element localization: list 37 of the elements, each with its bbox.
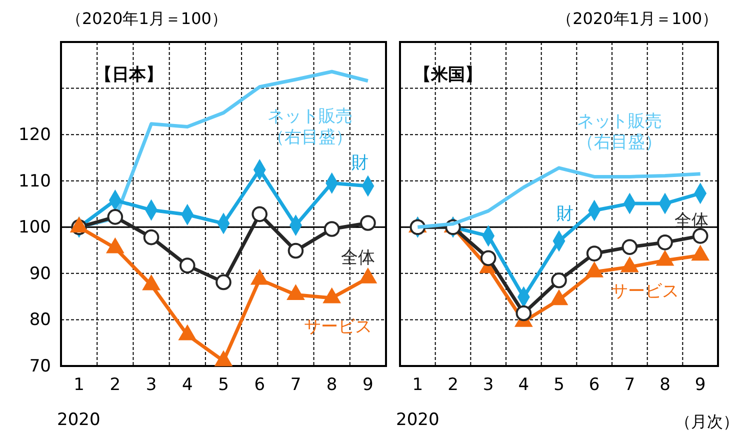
x-tick-label: 2 [448, 375, 458, 396]
x-tick-label: 3 [146, 375, 157, 396]
x-axis-title: 2020 [396, 410, 440, 430]
x-tick-label: 5 [218, 375, 229, 396]
y-tick-label: 110 [18, 171, 51, 192]
series-label: サービス [304, 317, 372, 338]
x-tick-label: 5 [554, 375, 564, 396]
y-tick-label: 70 [29, 356, 51, 376]
x-tick-label: 8 [326, 375, 338, 396]
x-axis-title: 2020 [57, 410, 100, 430]
x-tick-label: 9 [362, 375, 374, 396]
series-label: 財 [351, 152, 368, 173]
x-tick-label: 4 [182, 375, 193, 396]
x-tick-label: 4 [518, 375, 530, 396]
series-label: サービス [611, 281, 679, 302]
series-label: 財 [556, 204, 574, 224]
y-tick-label: 80 [29, 310, 51, 330]
y-tick-label: 120 [18, 125, 51, 146]
y-tick-label: 100 [18, 218, 51, 238]
x-tick-label: 3 [482, 375, 494, 396]
x-tick-label: 8 [660, 375, 670, 396]
x-tick-label: 6 [254, 375, 266, 396]
x-tick-label: 7 [290, 375, 302, 396]
x-tick-label: 2 [110, 375, 121, 396]
y-axis-title: （2020年1月＝100） [66, 9, 228, 28]
x-tick-label: 1 [74, 375, 84, 396]
text: （月次） [675, 412, 739, 431]
x-tick-label: 7 [624, 375, 636, 396]
x-tick-label: 6 [588, 375, 600, 396]
x-tick-label: 9 [694, 375, 706, 396]
text: 【日本】 [95, 65, 163, 85]
y-tick-label: 90 [29, 264, 51, 284]
x-tick-label: 1 [412, 375, 424, 396]
y-axis-title: （2020年1月＝100） [556, 9, 718, 28]
series-label: 全体 [340, 248, 375, 268]
series-label: ネット販売（右目盛） [577, 112, 662, 153]
series-label: 全体 [674, 210, 708, 231]
